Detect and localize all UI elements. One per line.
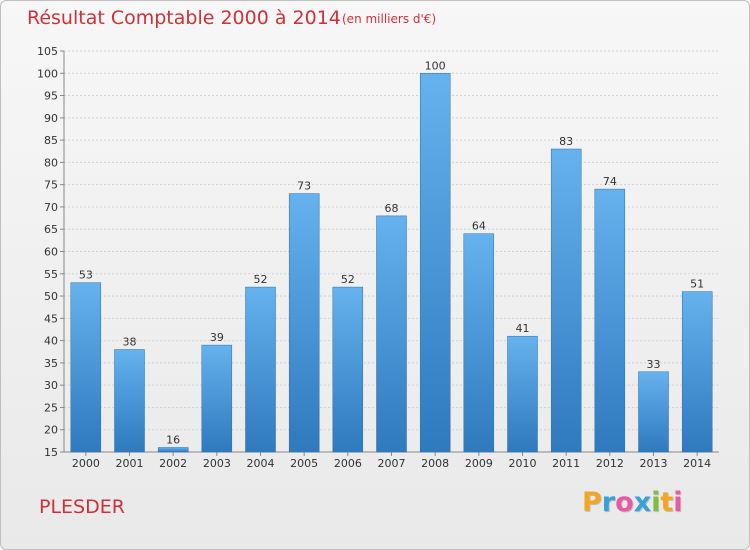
bar-2002 xyxy=(157,447,189,453)
bar-2000 xyxy=(70,282,102,453)
bar-value-label: 33 xyxy=(647,358,661,371)
bar-2010 xyxy=(507,335,538,453)
bar-2009 xyxy=(463,233,495,453)
bar-value-label: 64 xyxy=(472,220,486,233)
logo-letter: P xyxy=(582,487,602,518)
x-tick-label: 2009 xyxy=(465,457,493,470)
bar-value-label: 51 xyxy=(690,278,704,291)
bar-value-label: 53 xyxy=(79,269,93,282)
y-tick-label: 30 xyxy=(44,379,58,392)
x-tick-label: 2005 xyxy=(290,457,318,470)
bar-value-label: 73 xyxy=(297,180,311,193)
y-tick-label: 50 xyxy=(44,290,58,303)
bar-value-label: 38 xyxy=(123,336,137,349)
y-tick-label: 75 xyxy=(44,179,58,192)
bar-2011 xyxy=(550,148,582,453)
y-tick-label: 100 xyxy=(37,67,58,80)
bar-2001 xyxy=(114,349,145,453)
bar-2005 xyxy=(288,193,320,453)
bar-value-label: 52 xyxy=(341,273,355,286)
proxiti-logo: Proxiti xyxy=(582,487,683,518)
bar-value-label: 100 xyxy=(425,59,446,72)
y-tick-label: 90 xyxy=(44,112,58,125)
y-tick-label: 35 xyxy=(44,357,58,370)
bar-value-label: 16 xyxy=(166,434,180,447)
bar-2014 xyxy=(681,291,713,453)
y-tick-label: 45 xyxy=(44,312,58,325)
bar-2003 xyxy=(201,344,233,453)
bar-2012 xyxy=(594,188,626,453)
y-tick-label: 15 xyxy=(44,446,58,459)
x-tick-label: 2013 xyxy=(640,457,668,470)
logo-letter: o xyxy=(615,487,634,518)
bar-value-label: 74 xyxy=(603,175,617,188)
bar-2004 xyxy=(245,286,276,453)
logo-letter: x xyxy=(633,487,652,518)
bar-value-label: 39 xyxy=(210,331,224,344)
bar-2008 xyxy=(419,73,451,453)
x-tick-label: 2008 xyxy=(421,457,449,470)
bar-value-label: 68 xyxy=(385,202,399,215)
x-tick-label: 2003 xyxy=(203,457,231,470)
x-tick-label: 2011 xyxy=(552,457,580,470)
x-tick-label: 2010 xyxy=(509,457,537,470)
logo-letter: r xyxy=(601,487,616,518)
y-tick-label: 20 xyxy=(44,424,58,437)
logo-letter: t xyxy=(660,487,674,518)
x-tick-label: 2006 xyxy=(334,457,362,470)
logo-letter: i xyxy=(651,487,661,518)
x-tick-label: 2001 xyxy=(116,457,144,470)
bar-2013 xyxy=(638,371,669,453)
y-tick-label: 80 xyxy=(44,156,58,169)
x-tick-label: 2000 xyxy=(72,457,100,470)
y-tick-label: 70 xyxy=(44,201,58,214)
y-tick-label: 95 xyxy=(44,90,58,103)
bar-value-label: 83 xyxy=(559,135,573,148)
x-tick-label: 2007 xyxy=(378,457,406,470)
y-tick-label: 105 xyxy=(37,45,58,58)
x-tick-label: 2004 xyxy=(247,457,275,470)
y-tick-label: 40 xyxy=(44,335,58,348)
y-tick-label: 25 xyxy=(44,401,58,414)
bar-2007 xyxy=(376,215,407,453)
chart-subtitle: (en milliers d'€) xyxy=(342,12,437,26)
y-tick-label: 85 xyxy=(44,134,58,147)
commune-name: PLESDER xyxy=(39,496,125,518)
x-tick-label: 2012 xyxy=(596,457,624,470)
y-tick-label: 65 xyxy=(44,223,58,236)
bar-value-label: 52 xyxy=(254,273,268,286)
bar-value-label: 41 xyxy=(516,322,530,335)
y-tick-label: 60 xyxy=(44,246,58,259)
x-tick-label: 2002 xyxy=(159,457,187,470)
bar-2006 xyxy=(332,286,364,453)
y-tick-label: 55 xyxy=(44,268,58,281)
logo-letter: i xyxy=(673,487,683,518)
chart-title: Résultat Comptable 2000 à 2014 xyxy=(27,7,341,29)
x-tick-label: 2014 xyxy=(683,457,711,470)
